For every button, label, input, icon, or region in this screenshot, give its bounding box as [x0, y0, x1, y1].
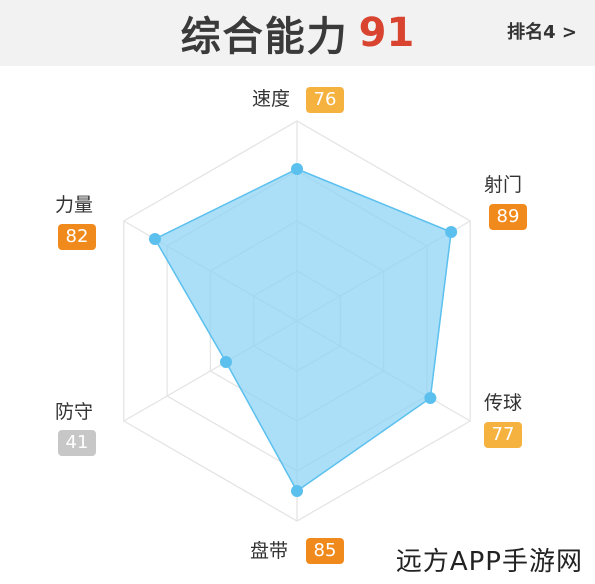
- axis-label-2: 射门: [484, 174, 523, 196]
- rank-link[interactable]: 排名4 >: [507, 22, 577, 43]
- value-badge-1: 76: [306, 87, 344, 113]
- radar-chart: [123, 120, 471, 522]
- value-badge-3: 77: [484, 422, 522, 448]
- value-badge-4: 85: [306, 538, 344, 564]
- data-point-5: [219, 356, 232, 368]
- data-point-3: [424, 392, 437, 404]
- watermark: 远方APP手游网: [389, 539, 589, 580]
- value-badge-6: 82: [58, 224, 96, 250]
- axis-label-3: 传球: [484, 392, 523, 414]
- data-point-4: [291, 485, 303, 497]
- data-point-2: [445, 226, 458, 238]
- page-title: 综合能力: [180, 14, 349, 60]
- axis-label-5: 防守: [55, 401, 94, 423]
- axis-label-6: 力量: [55, 194, 94, 216]
- overall-score: 91: [358, 10, 415, 56]
- data-area: [153, 168, 452, 493]
- value-badge-2: 89: [489, 204, 527, 230]
- data-point-6: [148, 233, 161, 245]
- data-point-1: [291, 163, 303, 175]
- axis-label-1: 速度: [252, 88, 291, 110]
- axis-label-4: 盘带: [250, 540, 289, 562]
- title-group: 综合能力 91: [0, 0, 595, 66]
- header-bar: 综合能力 91 排名4 >: [0, 0, 595, 66]
- value-badge-5: 41: [58, 430, 96, 456]
